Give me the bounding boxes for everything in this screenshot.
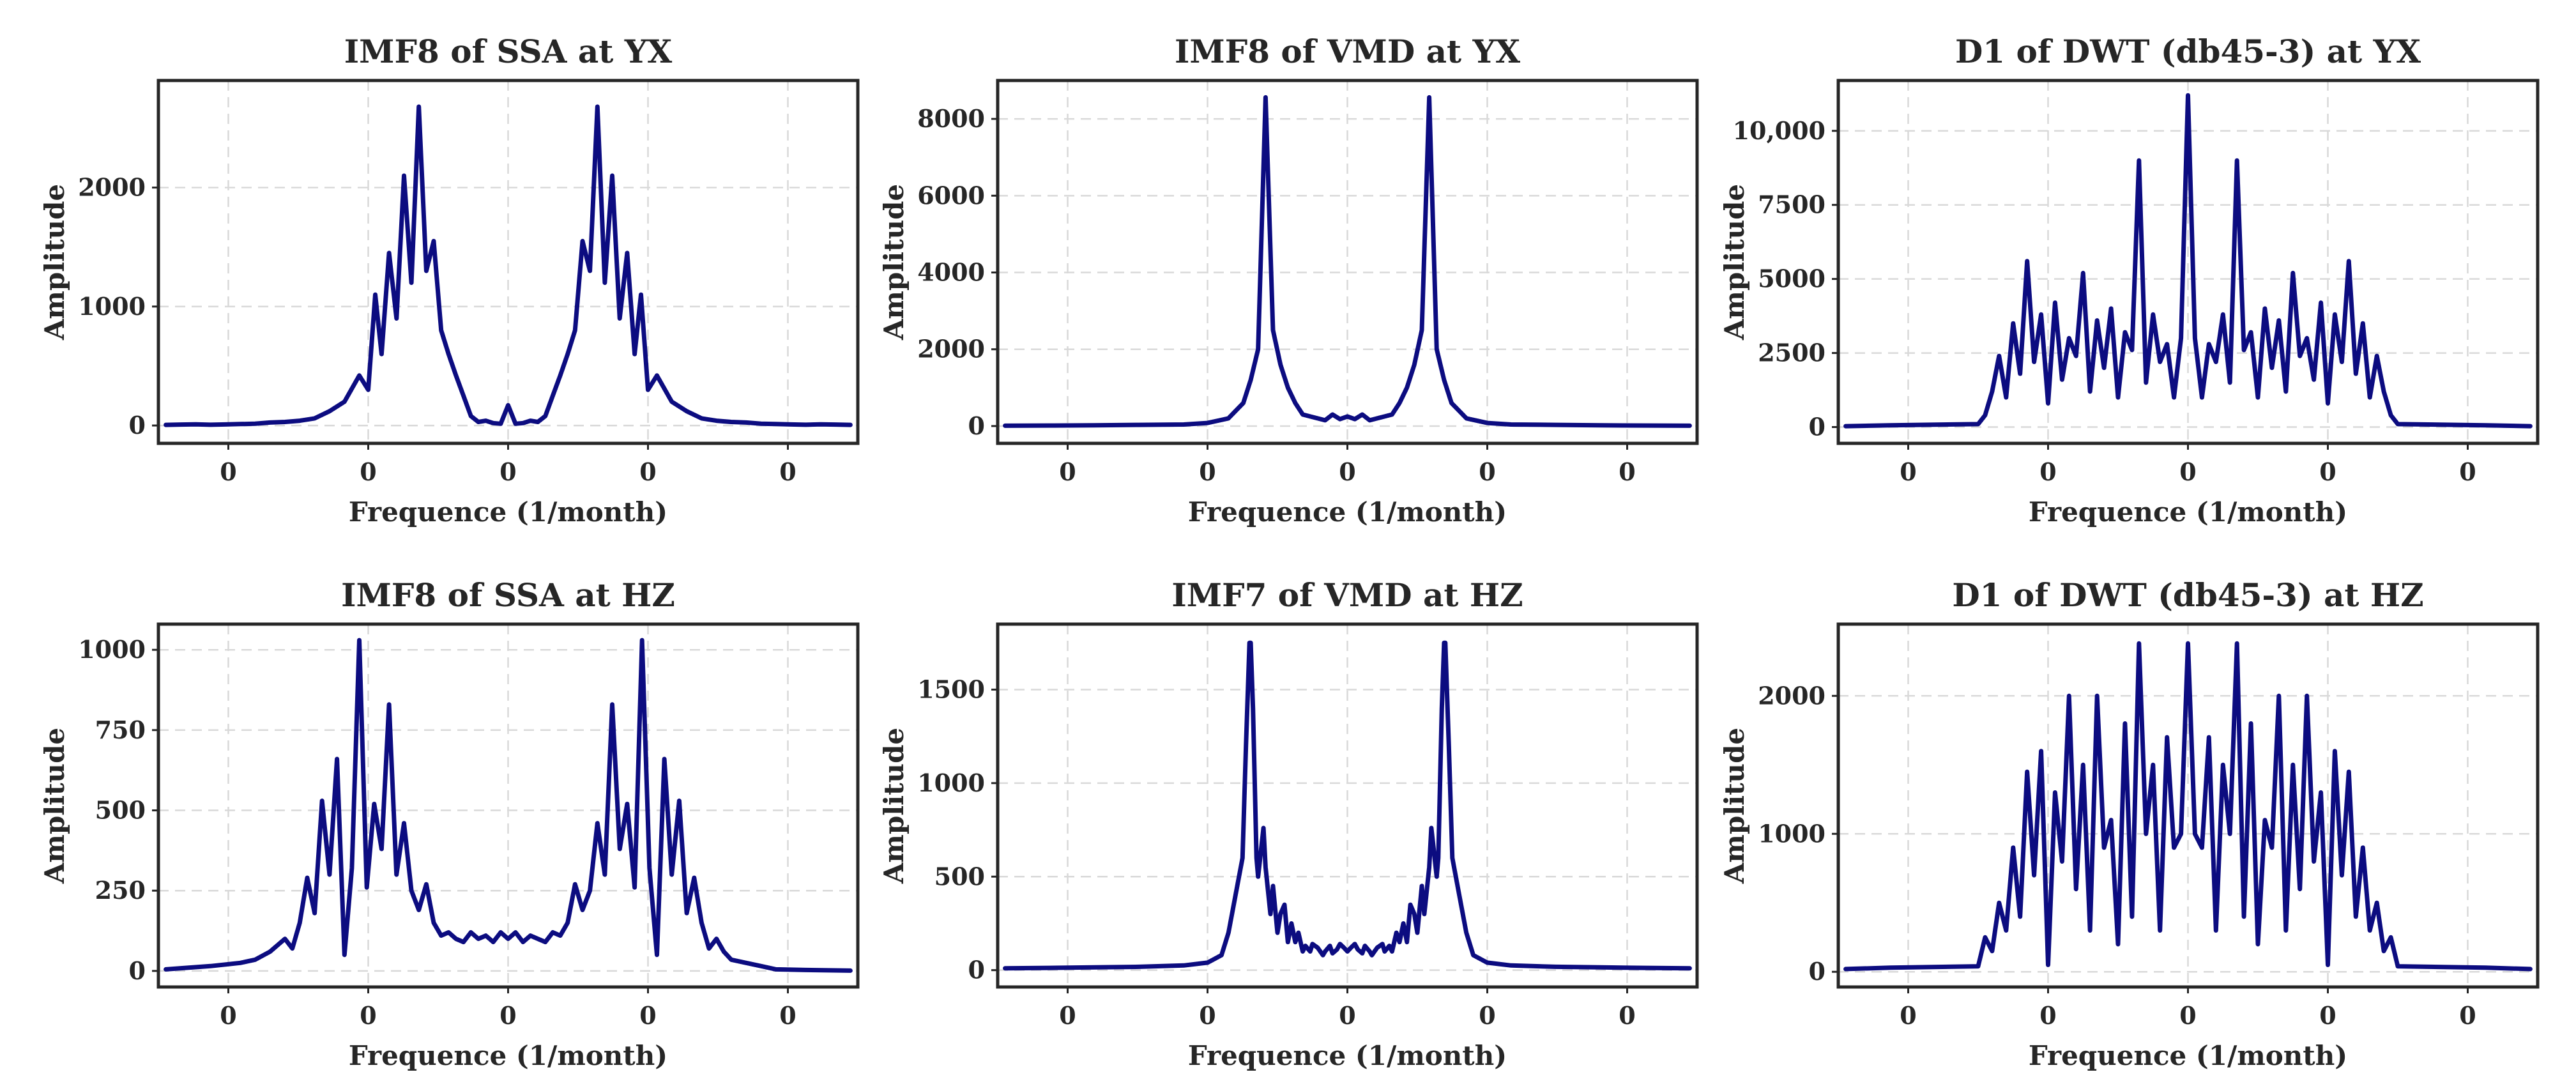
x-tick-label: 0 bbox=[1059, 457, 1076, 486]
y-axis-label: Amplitude bbox=[878, 184, 910, 340]
chart-title: IMF8 of SSA at YX bbox=[344, 33, 673, 70]
x-tick-label: 0 bbox=[499, 457, 516, 486]
x-tick-label: 0 bbox=[2039, 457, 2056, 486]
y-tick-label: 2000 bbox=[917, 335, 985, 363]
x-tick-label: 0 bbox=[1619, 457, 1635, 486]
series-line bbox=[1003, 640, 1692, 971]
y-tick-label: 6000 bbox=[917, 181, 985, 210]
x-axis-label: Frequence (1/month) bbox=[2029, 496, 2347, 528]
x-tick-label: 0 bbox=[1339, 457, 1355, 486]
y-tick-label: 0 bbox=[1809, 412, 1825, 441]
x-tick-label: 0 bbox=[220, 457, 236, 486]
x-tick-label: 0 bbox=[2179, 1001, 2196, 1030]
y-tick-label: 0 bbox=[968, 956, 985, 984]
chart-panel: 0 0 0 0 0 0 1000 2000 D1 of DWT (db45-3) at HZ Fr… bbox=[1719, 576, 2540, 1071]
x-tick-label: 0 bbox=[2459, 457, 2476, 486]
x-tick-label: 0 bbox=[360, 457, 376, 486]
x-tick-label: 0 bbox=[1900, 1001, 1916, 1030]
x-tick-label: 0 bbox=[220, 1001, 236, 1030]
y-tick-label: 0 bbox=[129, 956, 146, 985]
y-axis-label: Amplitude bbox=[1719, 184, 1750, 340]
y-tick-label: 4000 bbox=[917, 258, 985, 287]
series-line bbox=[164, 104, 853, 427]
x-tick-label: 0 bbox=[2179, 457, 2196, 486]
y-tick-label: 1000 bbox=[1758, 819, 1825, 848]
y-tick-label: 1500 bbox=[917, 675, 985, 703]
x-tick-label: 0 bbox=[1199, 1001, 1216, 1030]
chart-title: IMF7 of VMD at HZ bbox=[1171, 576, 1523, 614]
y-tick-label: 2000 bbox=[1758, 681, 1825, 710]
y-tick-label: 1000 bbox=[917, 769, 985, 797]
y-axis-label: Amplitude bbox=[1719, 728, 1750, 884]
y-tick-label: 500 bbox=[934, 862, 985, 891]
y-tick-label: 250 bbox=[95, 876, 146, 905]
x-tick-label: 0 bbox=[2319, 1001, 2336, 1030]
x-axis-label: Frequence (1/month) bbox=[349, 496, 667, 528]
y-tick-label: 5000 bbox=[1758, 264, 1825, 293]
y-tick-label: 750 bbox=[95, 715, 146, 744]
x-tick-label: 0 bbox=[1199, 457, 1216, 486]
series-line bbox=[1003, 95, 1692, 428]
chart-panel: 0 0 0 0 0 0 500 1000 1500 IMF7 of VMD at HZ Freque… bbox=[878, 576, 1699, 1071]
y-tick-label: 1000 bbox=[78, 635, 146, 664]
chart-title: D1 of DWT (db45-3) at YX bbox=[1955, 33, 2421, 70]
x-tick-label: 0 bbox=[1059, 1001, 1076, 1030]
x-axis-label: Frequence (1/month) bbox=[2029, 1040, 2347, 1071]
y-tick-label: 500 bbox=[95, 796, 146, 825]
x-axis-label: Frequence (1/month) bbox=[349, 1040, 667, 1071]
y-tick-label: 1000 bbox=[78, 292, 146, 321]
y-tick-label: 2500 bbox=[1758, 339, 1825, 367]
x-tick-label: 0 bbox=[1619, 1001, 1635, 1030]
y-axis-label: Amplitude bbox=[39, 184, 70, 340]
x-tick-label: 0 bbox=[779, 457, 796, 486]
x-tick-label: 0 bbox=[2319, 457, 2336, 486]
series-line bbox=[1843, 641, 2533, 972]
y-tick-label: 10,000 bbox=[1733, 116, 1825, 145]
chart-panel: 0 0 0 0 0 0 2500 5000 7500 10,000 D1 of DWT (db45-… bbox=[1719, 33, 2540, 528]
x-tick-label: 0 bbox=[1339, 1001, 1355, 1030]
x-tick-label: 0 bbox=[2459, 1001, 2476, 1030]
chart-panel: 0 0 0 0 0 0 2000 4000 6000 8000 IMF8 of VMD at YX F… bbox=[878, 33, 1699, 528]
x-axis-label: Frequence (1/month) bbox=[1188, 496, 1507, 528]
x-tick-label: 0 bbox=[2039, 1001, 2056, 1030]
y-axis-label: Amplitude bbox=[39, 728, 70, 884]
chart-title: D1 of DWT (db45-3) at HZ bbox=[1952, 576, 2423, 614]
x-tick-label: 0 bbox=[1900, 457, 1916, 486]
x-tick-label: 0 bbox=[1479, 1001, 1495, 1030]
x-tick-label: 0 bbox=[639, 457, 656, 486]
y-tick-label: 0 bbox=[968, 411, 985, 440]
y-tick-label: 0 bbox=[1809, 957, 1825, 986]
x-tick-label: 0 bbox=[360, 1001, 376, 1030]
y-tick-label: 8000 bbox=[917, 104, 985, 133]
x-tick-label: 0 bbox=[1479, 457, 1495, 486]
x-tick-label: 0 bbox=[499, 1001, 516, 1030]
chart-panel: 0 0 0 0 0 0 250 500 750 1000 IMF8 of SSA at HZ Freq… bbox=[39, 576, 860, 1071]
x-axis-label: Frequence (1/month) bbox=[1188, 1040, 1507, 1071]
chart-title: IMF8 of SSA at HZ bbox=[341, 576, 675, 614]
y-axis-label: Amplitude bbox=[878, 728, 910, 884]
x-tick-label: 0 bbox=[779, 1001, 796, 1030]
chart-title: IMF8 of VMD at YX bbox=[1175, 33, 1520, 70]
series-line bbox=[1843, 93, 2533, 429]
chart-panel: 0 0 0 0 0 0 1000 2000 IMF8 of SSA at YX Frequence… bbox=[39, 33, 860, 528]
y-tick-label: 7500 bbox=[1758, 190, 1825, 219]
series-line bbox=[164, 638, 853, 973]
y-tick-label: 0 bbox=[129, 411, 146, 440]
y-tick-label: 2000 bbox=[78, 173, 146, 202]
x-tick-label: 0 bbox=[639, 1001, 656, 1030]
